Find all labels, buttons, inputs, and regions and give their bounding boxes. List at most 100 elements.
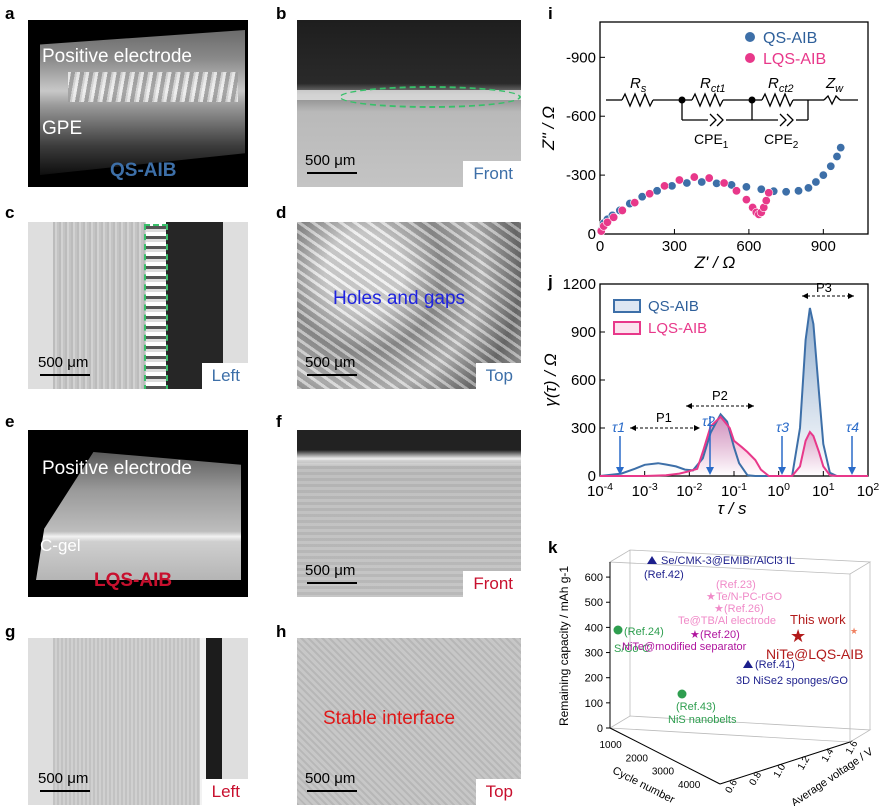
xct-3d-image-lqs: Positive electrode C-gel LQS-AIB xyxy=(28,430,248,597)
panel-label-d: d xyxy=(276,203,287,222)
star-te-npc: ★ xyxy=(706,591,716,603)
legend-marker-lqs xyxy=(745,53,755,63)
x-tick-label: 600 xyxy=(736,238,761,255)
xct-top-image-lqs: Stable interface 500 μm Top xyxy=(297,638,521,805)
data-point-lqs xyxy=(630,198,640,208)
panel-label-a: a xyxy=(5,4,15,23)
label-nise2: 3D NiSe2 sponges/GO xyxy=(736,675,848,687)
data-point-qs xyxy=(803,183,813,193)
data-point-qs xyxy=(794,186,804,196)
positive-electrode-label: Positive electrode xyxy=(42,46,192,67)
data-point-s-coc xyxy=(613,625,623,635)
xct-front-image-qs: 500 μm Front xyxy=(297,20,521,187)
scale-bar-label: 500 μm xyxy=(38,770,89,787)
x-tick-label: 900 xyxy=(811,238,836,255)
ref-te-npc: (Ref.23) xyxy=(716,579,756,591)
circuit-label-cpe1: CPE1 xyxy=(694,131,729,151)
data-point-lqs xyxy=(719,178,729,188)
y-tick-label: -300 xyxy=(566,167,596,184)
data-point-qs xyxy=(836,143,846,153)
data-point-lqs xyxy=(764,188,774,198)
scale-bar xyxy=(40,374,90,376)
ref-nite-sep: (Ref.20) xyxy=(700,629,740,641)
interface-highlight-ellipse xyxy=(339,86,521,108)
y-tick-label: 600 xyxy=(585,572,603,584)
tau-label-1: τ1 xyxy=(612,419,625,435)
legend-label-lqs: LQS-AIB xyxy=(763,51,826,68)
xct-left-image-qs: 500 μm Left xyxy=(28,222,248,389)
y-axis-title: Remaining capacity / mAh g-1 xyxy=(557,566,571,726)
y-tick-label: 100 xyxy=(585,698,603,710)
x-tick-label: 4000 xyxy=(678,780,701,791)
view-label-left: Left xyxy=(201,779,248,805)
y-tick-label: 0 xyxy=(588,468,596,485)
circuit-label-cpe2: CPE2 xyxy=(764,131,799,151)
label-nis: NiS nanobelts xyxy=(668,714,737,726)
data-point-nise2 xyxy=(743,660,753,668)
xct-3d-image-qs: Positive electrode GPE QS-AIB xyxy=(28,20,248,187)
data-point-qs xyxy=(712,178,722,188)
x-tick-label: 100 xyxy=(767,481,790,500)
y-tick-label: 200 xyxy=(585,673,603,685)
data-point-qs xyxy=(637,192,647,202)
ref-se-cmk3: (Ref.42) xyxy=(644,569,684,581)
sample-label-qs: QS-AIB xyxy=(110,160,177,181)
gpe-label: GPE xyxy=(42,118,83,139)
drt-plot: 10-4 10-3 10-2 10-1 100 101 10203006009001200 … xyxy=(541,276,880,516)
y-tick-label: 1200 xyxy=(563,276,596,293)
panel-label-h: h xyxy=(276,622,287,641)
ref-this-work: This work xyxy=(790,612,846,627)
c-gel-label: C-gel xyxy=(40,536,81,555)
equivalent-circuit xyxy=(606,92,858,127)
data-point-nis xyxy=(677,689,687,699)
peak-label-p3: P3 xyxy=(816,280,832,295)
star-this-work: ★ xyxy=(790,626,806,646)
panel-label-i: i xyxy=(548,4,553,23)
plot-frame xyxy=(599,21,869,235)
z-tick-label: 0.6 xyxy=(724,777,741,795)
y-tick-label: 400 xyxy=(585,622,603,634)
legend-label-lqs: LQS-AIB xyxy=(648,320,707,337)
x-tick-label: 10-2 xyxy=(676,481,702,500)
view-label-front: Front xyxy=(463,161,521,187)
z-tick-label: 1.0 xyxy=(772,762,789,780)
ref-s-coc: (Ref.24) xyxy=(624,626,664,638)
star-te-tb: ★ xyxy=(714,603,724,615)
data-point-se-cmk3 xyxy=(647,556,657,564)
scale-bar-label: 500 μm xyxy=(305,152,356,169)
series-line-qs xyxy=(599,307,868,477)
ref-nis: (Ref.43) xyxy=(676,701,716,713)
panel-label-f: f xyxy=(276,412,282,431)
xct-left-image-lqs: 500 μm Left xyxy=(28,638,248,805)
data-point-lqs xyxy=(660,181,670,191)
y-tick-label: 300 xyxy=(571,420,596,437)
panel-label-g: g xyxy=(5,622,16,641)
x-tick-label: 10-1 xyxy=(721,481,747,500)
panel-label-k: k xyxy=(548,538,558,557)
x-tick-label: 10-4 xyxy=(587,481,613,500)
positive-electrode-label: Positive electrode xyxy=(42,458,192,479)
sample-label-lqs: LQS-AIB xyxy=(94,570,173,591)
data-point-lqs xyxy=(761,196,771,206)
circuit-label-rct2: Rct2 xyxy=(768,75,794,95)
data-point-qs xyxy=(781,187,791,197)
scale-bar xyxy=(307,172,357,174)
x-tick-label: 2000 xyxy=(626,753,649,764)
data-point-qs xyxy=(682,178,692,188)
y-tick-label: 600 xyxy=(571,372,596,389)
circuit-label-rct1: Rct1 xyxy=(700,75,726,95)
x-tick-label: 10-3 xyxy=(632,481,658,500)
legend-marker-lqs xyxy=(613,321,641,335)
xct-front-image-lqs: 500 μm Front xyxy=(297,430,521,597)
view-label-front: Front xyxy=(463,571,521,597)
legend-marker-qs xyxy=(613,299,641,313)
x-axis-title: Z' / Ω xyxy=(694,253,736,272)
data-point-qs xyxy=(652,186,662,196)
data-point-lqs xyxy=(609,212,619,222)
y-tick-label: -600 xyxy=(566,108,596,125)
panel-label-j: j xyxy=(548,272,553,291)
x-tick-label: 102 xyxy=(857,481,880,500)
tau-label-4: τ4 xyxy=(846,419,859,435)
scale-bar xyxy=(307,790,357,792)
